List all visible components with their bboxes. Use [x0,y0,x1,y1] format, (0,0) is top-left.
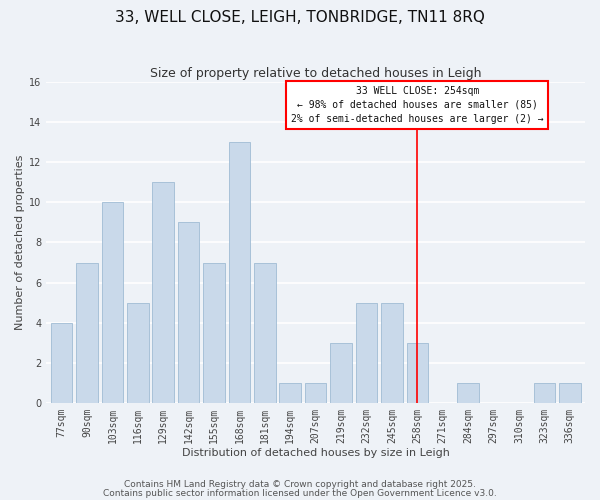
Bar [51,323,73,403]
Text: 33 WELL CLOSE: 254sqm
← 98% of detached houses are smaller (85)
2% of semi-detac: 33 WELL CLOSE: 254sqm ← 98% of detached … [291,86,544,124]
Bar [356,302,377,403]
Bar [203,262,225,403]
Bar [305,383,326,403]
Bar [381,302,403,403]
Bar [101,202,123,403]
Bar [533,383,555,403]
Bar [457,383,479,403]
Bar [407,343,428,403]
Text: 33, WELL CLOSE, LEIGH, TONBRIDGE, TN11 8RQ: 33, WELL CLOSE, LEIGH, TONBRIDGE, TN11 8… [115,10,485,25]
Y-axis label: Number of detached properties: Number of detached properties [15,155,25,330]
Bar [559,383,581,403]
Bar [280,383,301,403]
Title: Size of property relative to detached houses in Leigh: Size of property relative to detached ho… [150,68,481,80]
Bar [152,182,174,403]
Bar [178,222,199,403]
Bar [76,262,98,403]
Bar [254,262,275,403]
Text: Contains public sector information licensed under the Open Government Licence v3: Contains public sector information licen… [103,488,497,498]
Bar [127,302,149,403]
Text: Contains HM Land Registry data © Crown copyright and database right 2025.: Contains HM Land Registry data © Crown c… [124,480,476,489]
Bar [229,142,250,403]
X-axis label: Distribution of detached houses by size in Leigh: Distribution of detached houses by size … [182,448,449,458]
Bar [331,343,352,403]
